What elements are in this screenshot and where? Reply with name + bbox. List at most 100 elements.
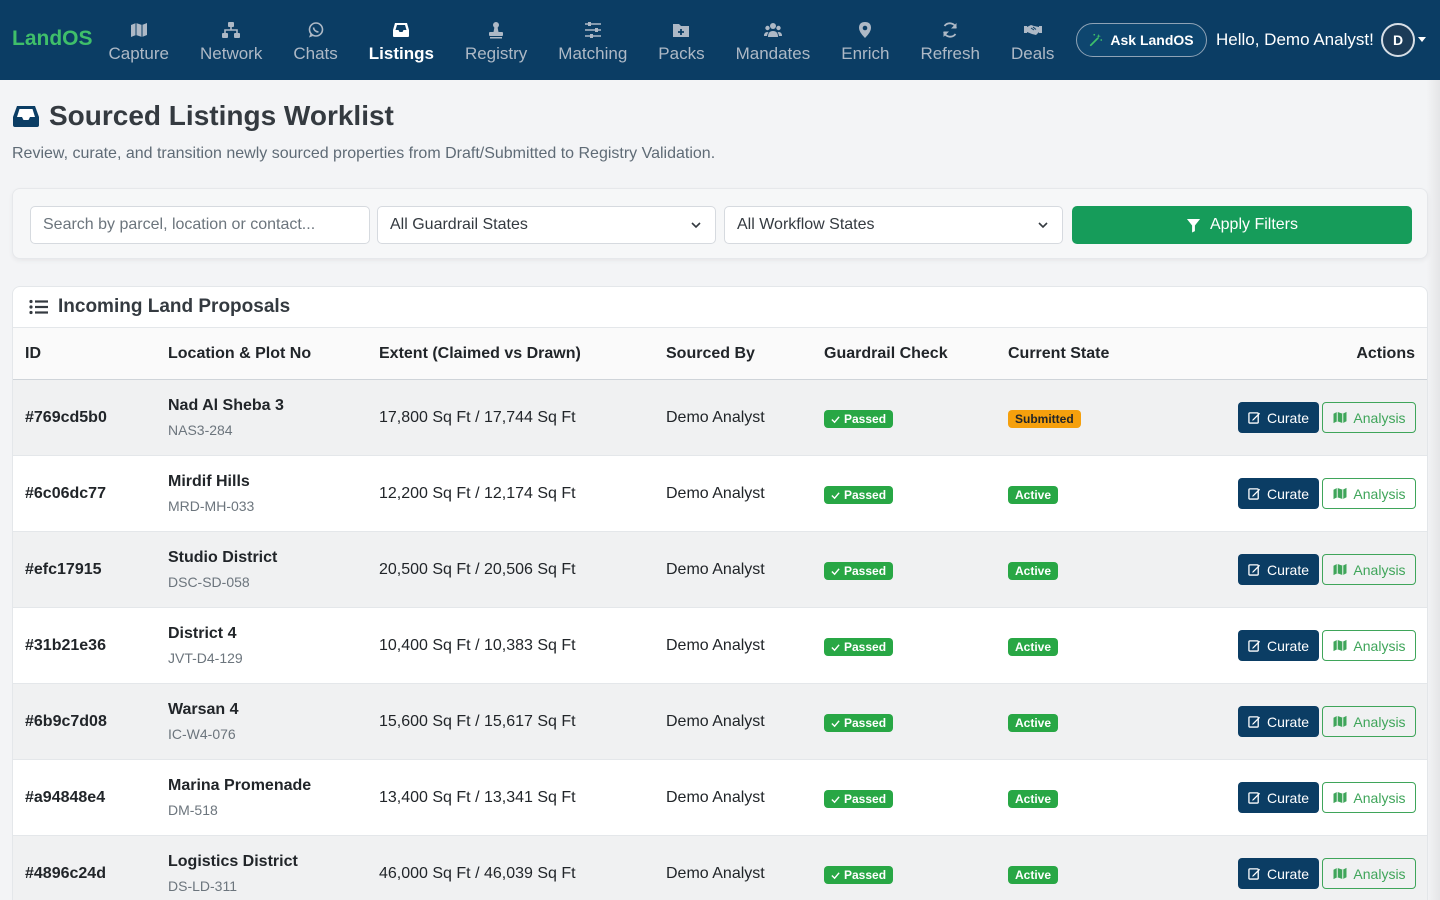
- listing-plot-no: NAS3-284: [168, 422, 233, 438]
- guardrail-label: Passed: [844, 640, 887, 654]
- top-navbar: LandOS Capture Network Chats Listings Regist…: [0, 0, 1440, 80]
- filter-bar: All Guardrail States All Workflow States…: [12, 188, 1428, 259]
- chevron-down-icon: [1038, 222, 1048, 229]
- guardrail-label: Passed: [844, 868, 887, 882]
- page-subtitle: Review, curate, and transition newly sou…: [12, 145, 716, 162]
- table-row: #efc17915 Studio District DSC-SD-058 20,500…: [13, 532, 1427, 608]
- analysis-button[interactable]: Analysis: [1322, 706, 1416, 737]
- listing-plot-no: DS-LD-311: [168, 878, 237, 894]
- analysis-button[interactable]: Analysis: [1322, 478, 1416, 509]
- column-header-location[interactable]: Location & Plot No: [168, 345, 312, 362]
- nav-item-deals[interactable]: Deals: [995, 0, 1069, 80]
- column-header-guardrail[interactable]: Guardrail Check: [824, 345, 948, 362]
- analysis-label: Analysis: [1353, 637, 1406, 654]
- brand-logo[interactable]: LandOS: [12, 27, 93, 50]
- chevron-down-icon: [691, 222, 701, 229]
- guardrail-badge: Passed: [824, 486, 894, 504]
- nav-item-label: Matching: [558, 43, 628, 63]
- analysis-button[interactable]: Analysis: [1322, 858, 1416, 889]
- map-icon: [1332, 411, 1348, 424]
- column-header-extent[interactable]: Extent (Claimed vs Drawn): [379, 345, 581, 362]
- list-icon: [29, 299, 48, 315]
- check-icon: [831, 415, 840, 424]
- table-row: #769cd5b0 Nad Al Sheba 3 NAS3-284 17,800 Sq…: [13, 380, 1427, 456]
- analysis-button[interactable]: Analysis: [1322, 402, 1416, 433]
- listing-sourced-by: Demo Analyst: [666, 789, 765, 806]
- nav-item-listings[interactable]: Listings: [353, 0, 449, 80]
- listing-location: Logistics District: [168, 853, 298, 870]
- apply-filters-button[interactable]: Apply Filters: [1072, 206, 1412, 244]
- nav-item-chats[interactable]: Chats: [278, 0, 353, 80]
- nav-item-enrich[interactable]: Enrich: [826, 0, 905, 80]
- nav-item-capture[interactable]: Capture: [93, 0, 184, 80]
- nav-item-network[interactable]: Network: [184, 0, 277, 80]
- curate-button[interactable]: Curate: [1238, 402, 1319, 433]
- state-badge: Active: [1008, 562, 1059, 580]
- analysis-label: Analysis: [1353, 713, 1406, 730]
- column-header-id[interactable]: ID: [25, 345, 41, 362]
- nav-item-mandates[interactable]: Mandates: [720, 0, 826, 80]
- edit-icon: [1248, 563, 1261, 576]
- analysis-label: Analysis: [1353, 409, 1406, 426]
- nav-item-label: Listings: [368, 43, 434, 63]
- analysis-button[interactable]: Analysis: [1322, 554, 1416, 585]
- listing-plot-no: JVT-D4-129: [168, 650, 243, 666]
- workflow-state-select[interactable]: All Workflow States: [724, 206, 1063, 244]
- inbox-icon: [13, 106, 39, 127]
- map-icon: [1332, 639, 1348, 652]
- scroll-shadow: [1426, 80, 1440, 900]
- map-marker-icon: [856, 21, 874, 39]
- listing-plot-no: MRD-MH-033: [168, 498, 255, 514]
- guardrail-label: Passed: [844, 716, 887, 730]
- analysis-button[interactable]: Analysis: [1322, 630, 1416, 661]
- search-input[interactable]: [30, 206, 370, 244]
- listing-location: Nad Al Sheba 3: [168, 397, 284, 414]
- stamp-icon: [487, 21, 505, 39]
- curate-button[interactable]: Curate: [1238, 858, 1319, 889]
- curate-button[interactable]: Curate: [1238, 782, 1319, 813]
- nav-item-matching[interactable]: Matching: [543, 0, 643, 80]
- listing-extent: 20,500 Sq Ft / 20,506 Sq Ft: [379, 561, 576, 578]
- column-header-sourced-by[interactable]: Sourced By: [666, 345, 755, 362]
- map-icon: [1332, 867, 1348, 880]
- table-row: #31b21e36 District 4 JVT-D4-129 10,400 Sq F…: [13, 608, 1427, 684]
- nav-item-registry[interactable]: Registry: [449, 0, 542, 80]
- folder-plus-icon: [672, 21, 690, 39]
- map-icon: [1332, 563, 1348, 576]
- ask-landos-label: Ask LandOS: [1110, 32, 1194, 48]
- user-avatar[interactable]: D: [1381, 23, 1415, 57]
- listing-id: #6b9c7d08: [25, 713, 107, 730]
- nav-item-label: Packs: [658, 43, 705, 63]
- table-row: #4896c24d Logistics District DS-LD-311 46,0…: [13, 836, 1427, 900]
- filter-icon: [1186, 218, 1201, 233]
- analysis-button[interactable]: Analysis: [1322, 782, 1416, 813]
- nav-item-label: Refresh: [920, 43, 980, 63]
- curate-label: Curate: [1266, 789, 1310, 806]
- nav-item-packs[interactable]: Packs: [643, 0, 720, 80]
- column-header-state[interactable]: Current State: [1008, 345, 1110, 362]
- listing-plot-no: IC-W4-076: [168, 726, 236, 742]
- listing-extent: 10,400 Sq Ft / 10,383 Sq Ft: [379, 637, 576, 654]
- curate-button[interactable]: Curate: [1238, 478, 1319, 509]
- curate-label: Curate: [1266, 485, 1310, 502]
- page-title: Sourced Listings Worklist: [12, 100, 394, 132]
- nav-item-label: Deals: [1010, 43, 1055, 63]
- check-icon: [831, 795, 840, 804]
- listing-sourced-by: Demo Analyst: [666, 485, 765, 502]
- curate-button[interactable]: Curate: [1238, 630, 1319, 661]
- nav-item-label: Network: [199, 43, 263, 63]
- table-row: #6c06dc77 Mirdif Hills MRD-MH-033 12,200 Sq…: [13, 456, 1427, 532]
- users-icon: [763, 21, 782, 39]
- ask-landos-button[interactable]: Ask LandOS: [1076, 23, 1207, 57]
- listing-location: Studio District: [168, 549, 278, 566]
- curate-button[interactable]: Curate: [1238, 554, 1319, 585]
- map-icon: [1332, 791, 1348, 804]
- listing-location: Mirdif Hills: [168, 473, 250, 490]
- listing-extent: 17,800 Sq Ft / 17,744 Sq Ft: [379, 409, 576, 426]
- table-row: #6b9c7d08 Warsan 4 IC-W4-076 15,600 Sq Ft /…: [13, 684, 1427, 760]
- listing-id: #efc17915: [25, 561, 102, 578]
- nav-item-refresh[interactable]: Refresh: [905, 0, 996, 80]
- guardrail-state-select[interactable]: All Guardrail States: [377, 206, 716, 244]
- caret-down-icon[interactable]: [1418, 37, 1426, 42]
- curate-button[interactable]: Curate: [1238, 706, 1319, 737]
